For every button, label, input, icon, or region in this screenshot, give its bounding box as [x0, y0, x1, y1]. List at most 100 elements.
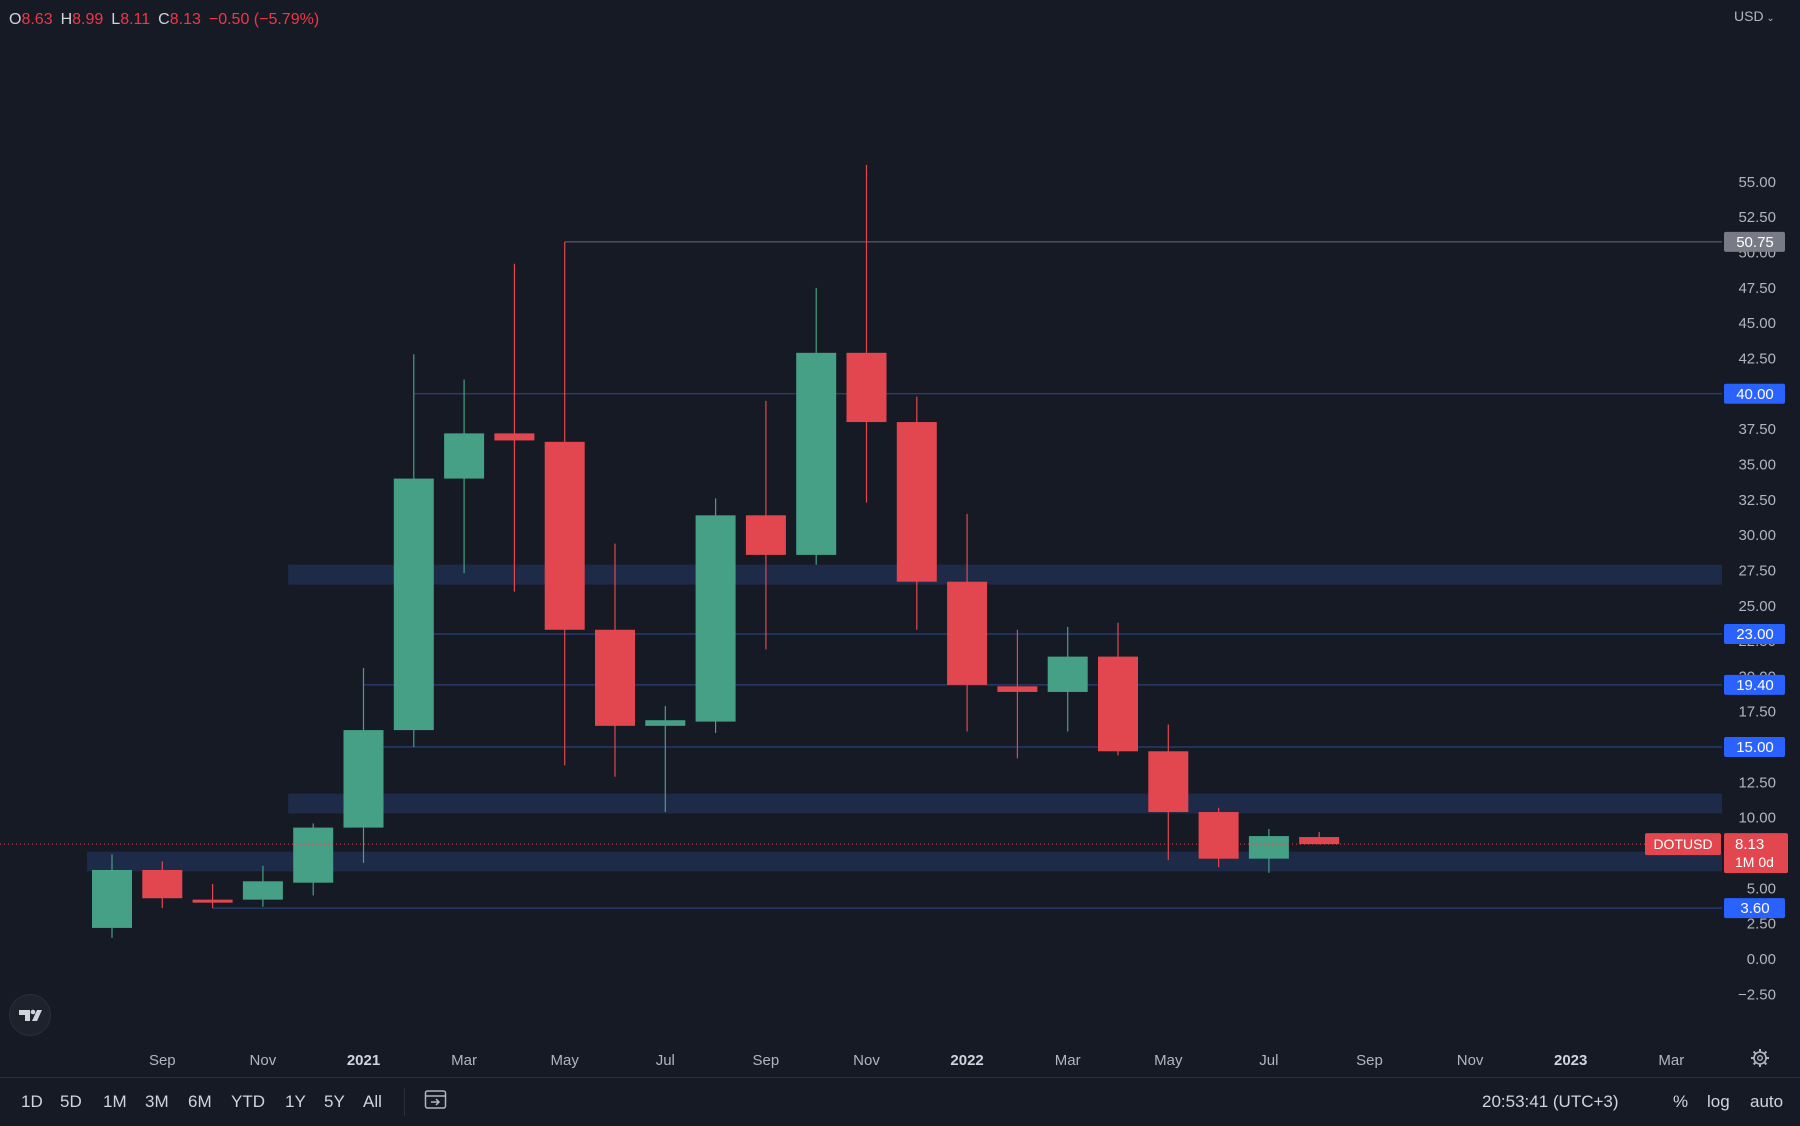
chevron-down-icon: ⌄: [1763, 13, 1775, 24]
price-tick-label: 32.50: [1738, 492, 1776, 509]
candle-body: [293, 827, 334, 883]
time-tick-label: Sep: [149, 1052, 176, 1069]
symbol-label: DOTUSD: [1653, 836, 1712, 852]
candle-body: [645, 720, 686, 726]
level-price-label: 19.40: [1736, 677, 1774, 694]
range-5d-button[interactable]: 5D: [60, 1092, 82, 1111]
candle-body: [896, 422, 937, 582]
open-value: 8.63: [21, 11, 53, 28]
range-1y-button[interactable]: 1Y: [285, 1092, 306, 1111]
time-tick-label: Nov: [853, 1052, 880, 1069]
close-key: C: [158, 11, 170, 28]
time-axis[interactable]: Sep Nov 2021 Mar May Jul Sep Nov 2022 Mar May Jul Se…: [149, 1052, 1684, 1069]
bottom-toolbar: 1D 5D 1M 3M 6M YTD 1Y 5Y All 20:53:41 (U…: [0, 1077, 1800, 1126]
time-tick-label: Nov: [250, 1052, 277, 1069]
range-ytd-button[interactable]: YTD: [231, 1092, 265, 1111]
candle-body: [494, 433, 535, 441]
candle-body: [242, 881, 283, 900]
symbol-badge: [1645, 833, 1721, 856]
percent-scale-button[interactable]: %: [1673, 1092, 1689, 1111]
time-tick-label: Mar: [451, 1052, 477, 1069]
price-tick-label: 17.50: [1738, 704, 1776, 721]
price-tick-label: 10.00: [1738, 810, 1776, 827]
log-scale-button[interactable]: log: [1707, 1092, 1730, 1111]
level-price-label: 15.00: [1736, 739, 1774, 756]
low-value: 8.11: [120, 11, 151, 28]
candle-body: [142, 869, 183, 899]
range-1d-button[interactable]: 1D: [21, 1092, 43, 1111]
candle-body: [1148, 751, 1189, 813]
price-tick-label: 35.00: [1738, 456, 1776, 473]
currency-selector[interactable]: USD ⌄: [1734, 8, 1775, 24]
time-tick-label: 2021: [347, 1052, 380, 1069]
clock-label[interactable]: 20:53:41 (UTC+3): [1482, 1092, 1619, 1111]
price-tick-label: 55.00: [1738, 174, 1776, 191]
interval-countdown-label: 1M 0d: [1735, 854, 1774, 870]
range-3m-button[interactable]: 3M: [145, 1092, 169, 1111]
price-tick-label: 27.50: [1738, 562, 1776, 579]
price-tick-label: 12.50: [1738, 774, 1776, 791]
close-value: 8.13: [169, 11, 201, 28]
time-tick-label: May: [551, 1052, 580, 1069]
level-price-badge: [1724, 737, 1785, 758]
candle-body: [846, 352, 887, 423]
range-5y-button[interactable]: 5Y: [324, 1092, 345, 1111]
level-price-badge: [1724, 383, 1785, 404]
candle-body: [343, 730, 384, 828]
gear-icon[interactable]: [1749, 1047, 1771, 1074]
candle-body: [92, 869, 132, 928]
high-key: H: [60, 11, 73, 28]
support-resistance-zone: [87, 851, 1722, 872]
level-price-badge: [1724, 674, 1785, 695]
level-price-badge: [1724, 898, 1785, 919]
level-price-badge: [1724, 624, 1785, 645]
level-price-label: 23.00: [1736, 626, 1774, 643]
price-chart[interactable]: −2.500.002.505.007.5010.0012.5015.0017.5…: [0, 0, 1800, 1076]
price-tick-label: 5.00: [1747, 880, 1776, 897]
time-tick-label: Nov: [1457, 1052, 1484, 1069]
candle-body: [997, 686, 1038, 692]
toolbar-divider: [404, 1088, 405, 1116]
price-tick-label: 42.50: [1738, 350, 1776, 367]
zones-layer: [87, 564, 1723, 872]
candle-body: [1248, 836, 1289, 859]
last-price-badge: [1724, 833, 1788, 874]
price-tick-label: 47.50: [1738, 280, 1776, 297]
time-tick-label: Sep: [1356, 1052, 1383, 1069]
high-value: 8.99: [72, 11, 104, 28]
level-price-badge: [1724, 231, 1785, 252]
time-tick-label: Sep: [753, 1052, 780, 1069]
support-resistance-zone: [288, 564, 1723, 585]
goto-date-icon[interactable]: [424, 1088, 448, 1115]
last-price-label: 8.13: [1735, 836, 1764, 853]
candle-body: [695, 515, 736, 722]
time-tick-label: 2022: [950, 1052, 983, 1069]
range-6m-button[interactable]: 6M: [188, 1092, 212, 1111]
auto-scale-button[interactable]: auto: [1750, 1092, 1784, 1111]
time-tick-label: Jul: [656, 1052, 675, 1069]
price-tick-label: 37.50: [1738, 421, 1776, 438]
range-all-button[interactable]: All: [363, 1092, 382, 1111]
low-key: L: [111, 11, 121, 28]
change-value: −0.50 (−5.79%): [208, 11, 320, 28]
time-tick-label: Mar: [1658, 1052, 1684, 1069]
level-price-label: 3.60: [1740, 900, 1769, 917]
time-tick-label: Mar: [1055, 1052, 1081, 1069]
range-1m-button[interactable]: 1M: [103, 1092, 127, 1111]
tradingview-logo-icon[interactable]: [9, 994, 51, 1036]
ohlc-legend: O8.63 H8.99 L8.11 C8.13 −0.50 (−5.79%): [9, 11, 327, 29]
price-tick-label: −2.50: [1738, 986, 1776, 1003]
price-tick-label: 25.00: [1738, 598, 1776, 615]
open-key: O: [9, 11, 22, 28]
candle-body: [544, 441, 585, 630]
currency-label: USD: [1734, 8, 1764, 24]
candle-body: [444, 433, 485, 479]
candle-body: [192, 899, 233, 903]
candle-body: [947, 581, 988, 685]
candle-body: [745, 515, 786, 555]
time-tick-label: 2023: [1554, 1052, 1587, 1069]
price-axis[interactable]: −2.500.002.505.007.5010.0012.5015.0017.5…: [1738, 174, 1776, 1003]
price-tick-label: 30.00: [1738, 527, 1776, 544]
time-tick-label: May: [1154, 1052, 1183, 1069]
